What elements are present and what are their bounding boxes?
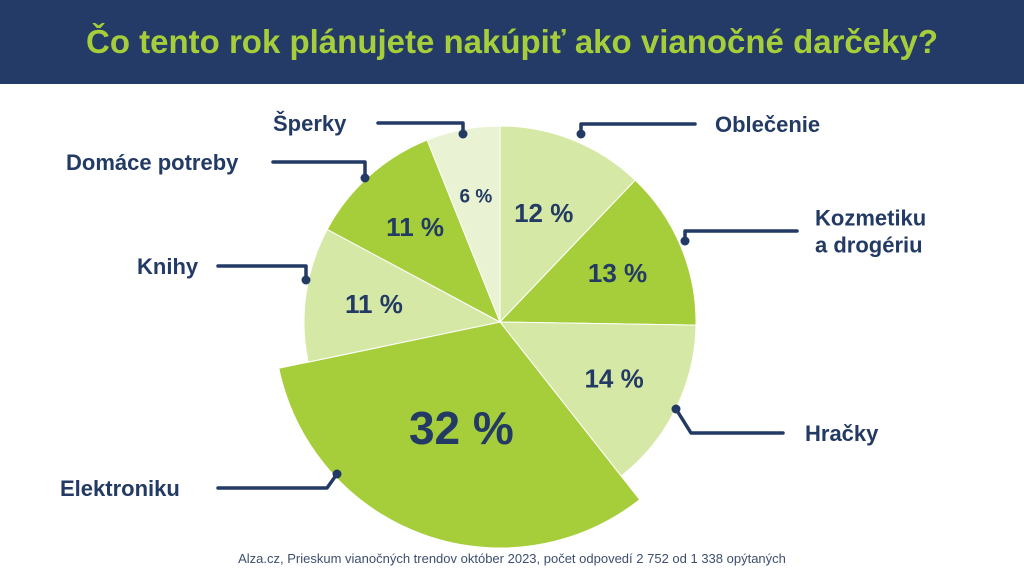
pct-label-kozmetiku-a-drogeriu: 13 % — [588, 258, 647, 288]
category-label-kozmetiku-a-drogeriu: Kozmetiku a drogériu — [815, 206, 926, 258]
pct-label-domace-potreby: 11 % — [386, 212, 444, 242]
leader-line-hracky — [674, 407, 785, 435]
category-label-hracky: Hračky — [805, 421, 879, 446]
pie-slice-knihy — [303, 228, 502, 363]
leader-dot-kozmetiku-a-drogeriu — [680, 236, 690, 246]
pie-chart: 12 % 13 % 14 % 32 % 11 % 11 % 6 % Oblečenie Kozm… — [60, 111, 926, 549]
category-label-knihy: Knihy — [137, 254, 199, 279]
leader-dot-knihy — [301, 275, 311, 285]
leader-line-oblecenie — [579, 122, 697, 136]
category-label-elektroniku: Elektroniku — [60, 476, 180, 501]
pct-label-sperky: 6 % — [460, 186, 493, 207]
leader-line-knihy — [216, 264, 308, 282]
pie-slice-kozmetiku-a-drogeriu — [498, 179, 697, 326]
pie-slice-oblecenie — [499, 125, 636, 324]
source-note: Alza.cz, Prieskum vianočných trendov okt… — [238, 551, 786, 566]
leader-dot-oblecenie — [576, 129, 586, 139]
header-bar: Čo tento rok plánujete nakúpiť ako viano… — [0, 0, 1024, 84]
category-label-domace-potreby: Domáce potreby — [66, 150, 239, 175]
pct-label-hracky: 14 % — [584, 364, 643, 394]
pie-slice-elektroniku — [278, 321, 641, 549]
leader-dot-domace-potreby — [360, 173, 370, 183]
category-label-oblecenie: Oblečenie — [715, 112, 820, 137]
leader-line-kozmetiku-a-drogeriu — [683, 229, 799, 243]
pct-label-oblecenie: 12 % — [514, 198, 573, 228]
leader-dot-sperky — [458, 129, 468, 139]
leader-dot-hracky — [671, 404, 681, 414]
category-label-sperky: Šperky — [273, 111, 347, 136]
pct-label-knihy: 11 % — [345, 289, 403, 319]
chart-title: Čo tento rok plánujete nakúpiť ako viano… — [85, 23, 939, 60]
leader-line-elektroniku — [216, 472, 339, 490]
pie-slice-domace-potreby — [326, 139, 501, 324]
pct-label-elektroniku: 32 % — [409, 402, 514, 454]
leader-dot-elektroniku — [332, 469, 342, 479]
leader-line-domace-potreby — [271, 160, 367, 180]
